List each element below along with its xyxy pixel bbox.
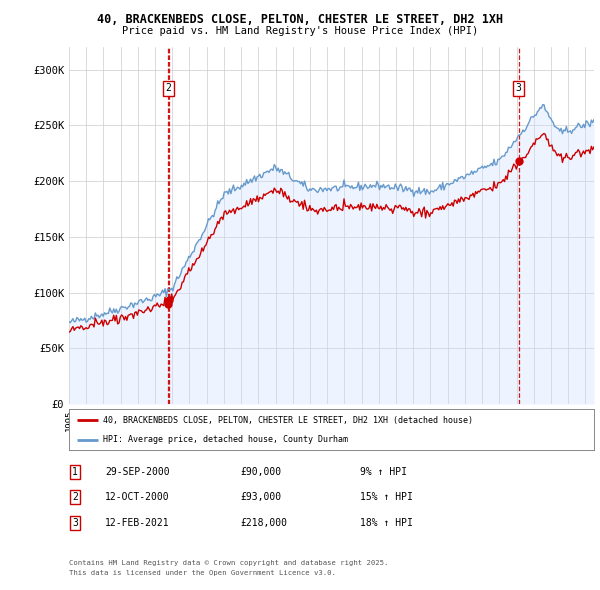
Text: 12-FEB-2021: 12-FEB-2021	[105, 518, 170, 527]
Text: 3: 3	[72, 518, 78, 527]
Text: £218,000: £218,000	[240, 518, 287, 527]
Text: 2: 2	[166, 83, 172, 93]
Text: 12-OCT-2000: 12-OCT-2000	[105, 492, 170, 502]
Text: Contains HM Land Registry data © Crown copyright and database right 2025.: Contains HM Land Registry data © Crown c…	[69, 560, 388, 566]
Text: 9% ↑ HPI: 9% ↑ HPI	[360, 467, 407, 477]
Text: 40, BRACKENBEDS CLOSE, PELTON, CHESTER LE STREET, DH2 1XH: 40, BRACKENBEDS CLOSE, PELTON, CHESTER L…	[97, 13, 503, 26]
Text: 1: 1	[72, 467, 78, 477]
Text: 15% ↑ HPI: 15% ↑ HPI	[360, 492, 413, 502]
Text: Price paid vs. HM Land Registry's House Price Index (HPI): Price paid vs. HM Land Registry's House …	[122, 26, 478, 36]
Text: 40, BRACKENBEDS CLOSE, PELTON, CHESTER LE STREET, DH2 1XH (detached house): 40, BRACKENBEDS CLOSE, PELTON, CHESTER L…	[103, 416, 473, 425]
Text: 2: 2	[72, 492, 78, 502]
Text: 3: 3	[515, 83, 521, 93]
Text: 29-SEP-2000: 29-SEP-2000	[105, 467, 170, 477]
Text: £93,000: £93,000	[240, 492, 281, 502]
Text: This data is licensed under the Open Government Licence v3.0.: This data is licensed under the Open Gov…	[69, 570, 336, 576]
Text: £90,000: £90,000	[240, 467, 281, 477]
Text: 18% ↑ HPI: 18% ↑ HPI	[360, 518, 413, 527]
Text: HPI: Average price, detached house, County Durham: HPI: Average price, detached house, Coun…	[103, 435, 348, 444]
